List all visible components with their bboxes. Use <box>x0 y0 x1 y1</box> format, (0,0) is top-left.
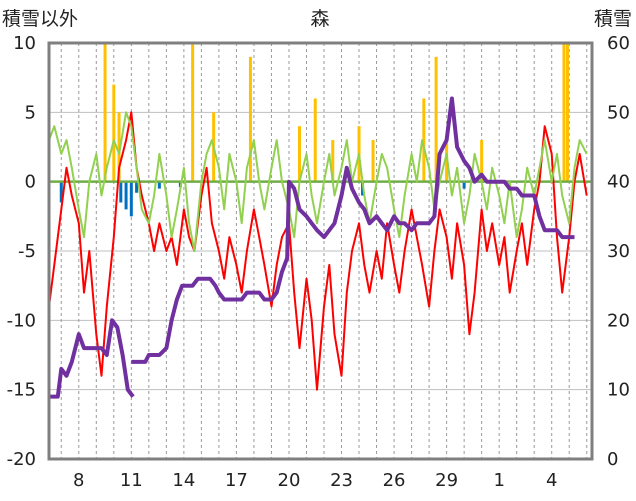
negative-bar <box>157 181 161 189</box>
precip-bar <box>191 43 195 182</box>
negative-bar <box>59 181 63 203</box>
right-axis-label: 積雪 <box>594 8 632 30</box>
negative-bar <box>119 181 123 203</box>
right-tick-label: 10 <box>607 380 630 401</box>
left-tick-label: -20 <box>7 449 36 470</box>
precip-bar <box>331 140 335 182</box>
precip-bar <box>313 98 317 182</box>
precip-bar <box>371 140 375 182</box>
snow_depth-line <box>49 96 575 399</box>
x-tick-label: 8 <box>73 470 84 491</box>
chart-title: 森 <box>310 8 329 30</box>
left-tick-label: -15 <box>7 380 36 401</box>
left-tick-label: 10 <box>13 33 36 54</box>
precip-bar <box>112 84 116 182</box>
x-tick-label: 29 <box>435 470 458 491</box>
right-tick-label: 40 <box>607 172 630 193</box>
precip-bar <box>562 43 566 182</box>
negative-bar <box>135 181 139 193</box>
right-tick-label: 50 <box>607 102 630 123</box>
left-tick-label: 0 <box>25 172 36 193</box>
precip-bar <box>480 140 484 182</box>
plot-frame <box>47 41 594 461</box>
precip-bar <box>422 98 426 182</box>
x-tick-label: 14 <box>172 470 195 491</box>
x-tick-label: 26 <box>383 470 406 491</box>
left-tick-label: 5 <box>25 102 36 123</box>
precip-bar <box>103 43 107 182</box>
x-tick-label: 23 <box>330 470 353 491</box>
right-tick-label: 0 <box>607 449 618 470</box>
right-tick-label: 30 <box>607 241 630 262</box>
right-tick-label: 60 <box>607 33 630 54</box>
bars <box>49 43 592 217</box>
left-tick-label: -10 <box>7 310 36 331</box>
x-tick-label: 1 <box>493 470 504 491</box>
negative-bar <box>129 181 133 217</box>
precip-bar <box>297 126 301 182</box>
precip-bar <box>248 56 252 182</box>
x-tick-label: 17 <box>225 470 248 491</box>
series-lines <box>48 96 588 399</box>
precip-bar <box>434 56 438 182</box>
precip-bar <box>565 43 569 182</box>
left-axis-label: 積雪以外 <box>2 8 78 30</box>
negative-bar <box>124 181 128 210</box>
x-tick-label: 4 <box>546 470 557 491</box>
humidity-line <box>48 111 588 252</box>
left-tick-label: -5 <box>18 241 36 262</box>
x-tick-label: 20 <box>278 470 301 491</box>
right-tick-label: 20 <box>607 310 630 331</box>
negative-bar <box>462 181 466 189</box>
x-tick-label: 11 <box>120 470 143 491</box>
precip-bar <box>117 112 121 182</box>
